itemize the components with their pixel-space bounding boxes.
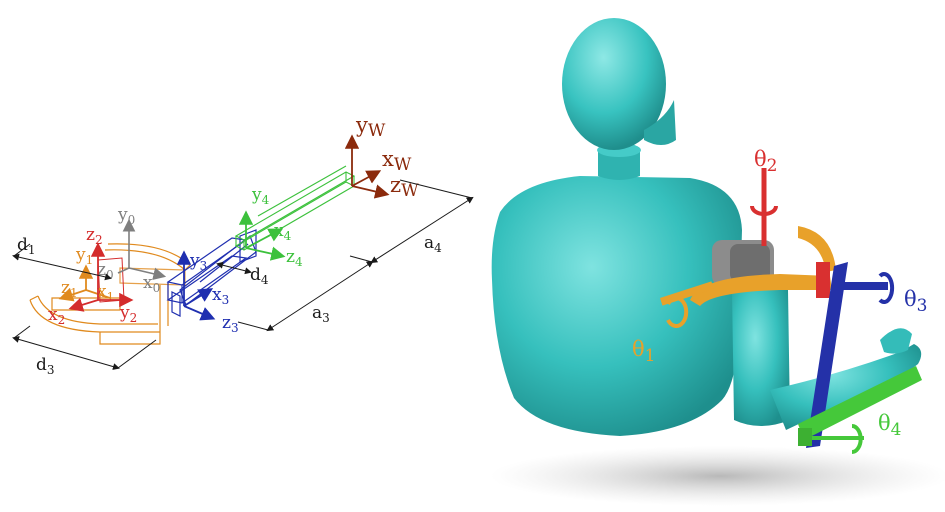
theta3-rotation-arrow <box>878 272 895 304</box>
world-frame-z-label: zW <box>390 173 419 201</box>
frame-3-axes <box>176 250 216 321</box>
theta4-label: θ4 <box>878 411 901 440</box>
world-frame-x-label: xW <box>382 147 412 175</box>
mannequin-head <box>562 18 666 150</box>
frame-1-y-label: y1 <box>75 245 93 267</box>
frame-3-y-label: y3 <box>189 251 207 273</box>
world-frame-y-label: yW <box>355 113 386 141</box>
theta2-label: θ2 <box>754 147 777 176</box>
theta2-rotation-arrow <box>750 205 778 216</box>
floor-shadow <box>490 446 945 506</box>
dimension-lines <box>12 179 474 370</box>
frame-4-x-label: x4 <box>274 221 292 243</box>
frame-0-y-label: y0 <box>117 205 135 227</box>
mannequin-forearm <box>770 344 922 430</box>
orthosis-red-joint <box>816 262 830 298</box>
frame-2-z-label: z2 <box>86 225 103 247</box>
d1-label: d1 <box>17 235 36 257</box>
orthosis-shoulder-cuff <box>690 274 832 306</box>
frame-3-z-label: z3 <box>222 313 239 335</box>
theta4-rotation-arrow <box>851 424 863 454</box>
frame-2-y-label: y2 <box>119 303 137 325</box>
frame-4-axes <box>238 210 286 261</box>
d3-label: d3 <box>36 355 55 377</box>
world-frame-axes <box>344 134 390 199</box>
frame-0-x-label: x0 <box>143 273 160 295</box>
frame-0-axes <box>117 218 167 281</box>
frame-3-x-label: x3 <box>212 285 229 307</box>
theta1-rotation-arrow <box>666 296 689 328</box>
frame-1-z-label: z1 <box>61 278 78 300</box>
theta1-label: θ1 <box>632 337 655 366</box>
a4-label: a4 <box>424 233 442 255</box>
frame-4-y-label: y4 <box>251 185 270 207</box>
frame-0-z-label: z0 <box>97 260 114 282</box>
mannequin-torso <box>491 176 742 436</box>
mannequin-render: θ2 θ1 θ3 θ4 <box>490 18 945 506</box>
a3-label: a3 <box>312 303 330 325</box>
theta3-label: θ3 <box>904 287 927 316</box>
forearm-link-wireframe <box>234 165 356 251</box>
d4-label: d4 <box>250 265 269 287</box>
kinematic-schematic: y0 x0 z0 y1 x1 z1 z2 y2 x2 y3 x3 z3 <box>12 113 474 377</box>
frame-1-x-label: x1 <box>97 282 114 304</box>
orthosis-green-bar <box>798 366 922 440</box>
frame-4-z-label: z4 <box>286 247 303 269</box>
orthosis-blue-link <box>806 262 848 448</box>
frame-2-x-label: x2 <box>48 305 65 327</box>
